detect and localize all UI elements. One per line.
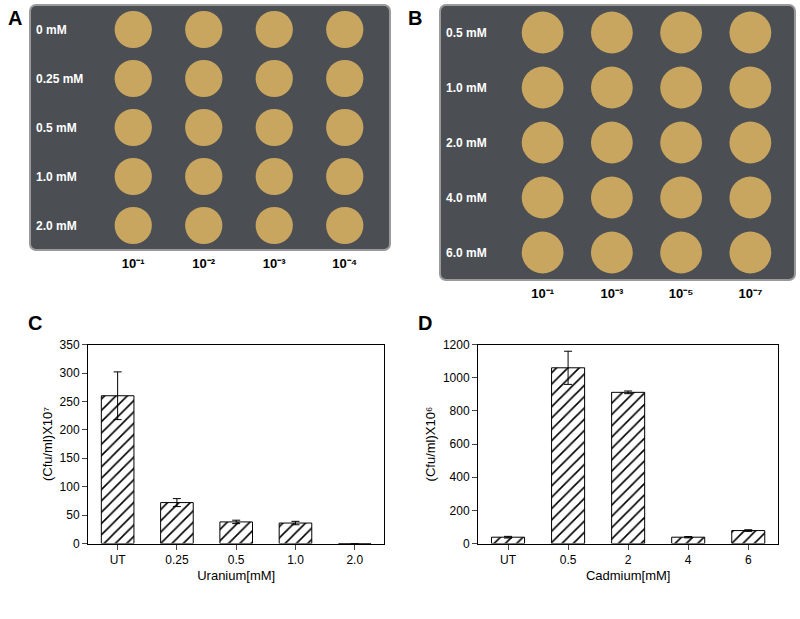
svg-text:(Cfu/ml)X10⁶: (Cfu/ml)X10⁶ — [423, 407, 438, 482]
svg-text:D: D — [418, 312, 432, 334]
svg-text:1000: 1000 — [443, 371, 470, 385]
svg-text:4.0 mM: 4.0 mM — [446, 191, 487, 205]
svg-text:10⁻¹: 10⁻¹ — [122, 256, 145, 271]
svg-text:C: C — [28, 312, 42, 334]
svg-text:B: B — [408, 7, 422, 29]
svg-text:150: 150 — [60, 451, 80, 465]
svg-text:50: 50 — [66, 508, 80, 522]
svg-text:600: 600 — [450, 437, 470, 451]
svg-text:Uranium[mM]: Uranium[mM] — [197, 568, 275, 583]
svg-text:10⁻³: 10⁻³ — [263, 256, 286, 271]
svg-text:(Cfu/ml)X10⁷: (Cfu/ml)X10⁷ — [40, 407, 55, 481]
svg-text:6: 6 — [745, 553, 752, 567]
svg-text:300: 300 — [60, 366, 80, 380]
svg-text:1.0 mM: 1.0 mM — [446, 81, 487, 95]
svg-text:0.5: 0.5 — [228, 553, 245, 567]
svg-text:200: 200 — [450, 504, 470, 518]
svg-text:A: A — [8, 7, 22, 29]
svg-text:1.0 mM: 1.0 mM — [36, 170, 77, 184]
svg-text:1.0: 1.0 — [287, 553, 304, 567]
svg-text:0.25 mM: 0.25 mM — [36, 72, 83, 86]
svg-text:0: 0 — [73, 537, 80, 551]
svg-text:2.0 mM: 2.0 mM — [36, 219, 77, 233]
svg-text:2: 2 — [625, 553, 632, 567]
svg-text:800: 800 — [450, 404, 470, 418]
svg-text:0.5 mM: 0.5 mM — [36, 121, 77, 135]
svg-text:0 mM: 0 mM — [36, 23, 67, 37]
svg-text:4: 4 — [685, 553, 692, 567]
svg-text:UT: UT — [500, 553, 517, 567]
svg-text:Cadmium[mM]: Cadmium[mM] — [586, 568, 671, 583]
svg-text:10⁻⁷: 10⁻⁷ — [738, 286, 762, 301]
svg-text:6.0 mM: 6.0 mM — [446, 246, 487, 260]
svg-text:2.0 mM: 2.0 mM — [446, 136, 487, 150]
svg-text:0.25: 0.25 — [165, 553, 189, 567]
svg-text:10⁻⁴: 10⁻⁴ — [332, 256, 357, 271]
svg-text:UT: UT — [110, 553, 127, 567]
svg-text:2.0: 2.0 — [346, 553, 363, 567]
svg-text:10⁻⁵: 10⁻⁵ — [669, 286, 694, 301]
svg-text:1200: 1200 — [443, 338, 470, 352]
svg-text:200: 200 — [60, 423, 80, 437]
svg-text:250: 250 — [60, 395, 80, 409]
svg-text:10⁻¹: 10⁻¹ — [531, 286, 554, 301]
svg-text:350: 350 — [60, 338, 80, 352]
svg-text:10⁻²: 10⁻² — [192, 256, 215, 271]
svg-text:0.5: 0.5 — [560, 553, 577, 567]
svg-text:0.5 mM: 0.5 mM — [446, 26, 487, 40]
svg-text:0: 0 — [463, 537, 470, 551]
svg-text:10⁻³: 10⁻³ — [600, 286, 623, 301]
svg-text:400: 400 — [450, 470, 470, 484]
svg-text:100: 100 — [60, 480, 80, 494]
